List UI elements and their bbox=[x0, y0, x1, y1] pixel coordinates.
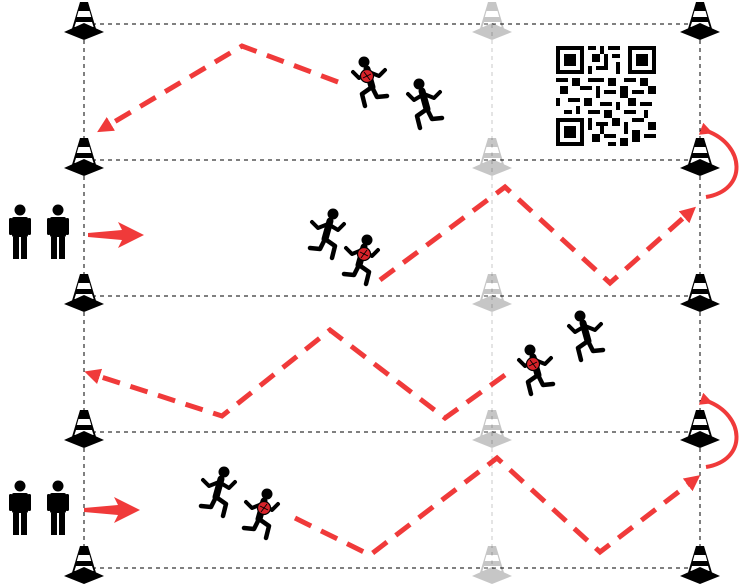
running-person-with-ball-icon bbox=[344, 235, 378, 285]
faded-cone-icon bbox=[472, 410, 512, 448]
standing-person-icon bbox=[9, 204, 31, 259]
run-paths bbox=[84, 43, 701, 558]
running-person-icon bbox=[569, 311, 603, 361]
faded-cone-icon bbox=[472, 2, 512, 40]
waiting-players bbox=[9, 204, 69, 535]
qr-code-icon bbox=[556, 46, 656, 146]
run-path-lane-2 bbox=[378, 183, 696, 287]
traffic-cone-icon bbox=[680, 138, 720, 176]
running-person-with-ball-icon bbox=[519, 345, 553, 395]
traffic-cone-icon bbox=[680, 274, 720, 312]
faded-cone-icon bbox=[472, 546, 512, 584]
faded-cone-icon bbox=[472, 138, 512, 176]
lane-lines bbox=[84, 23, 700, 569]
traffic-cone-icon bbox=[64, 410, 104, 448]
traffic-cone-icon bbox=[64, 274, 104, 312]
entry-arrows bbox=[84, 222, 144, 523]
traffic-cone-icon bbox=[680, 546, 720, 584]
traffic-cone-icon bbox=[64, 2, 104, 40]
traffic-cone-icon bbox=[680, 2, 720, 40]
turn-arrow-lower bbox=[698, 392, 739, 469]
run-path-lane-3 bbox=[84, 326, 507, 422]
standing-person-icon bbox=[9, 480, 31, 535]
running-person-with-ball-icon bbox=[353, 57, 387, 107]
standing-person-icon bbox=[47, 480, 69, 535]
running-person-icon bbox=[310, 209, 344, 259]
running-person-icon bbox=[201, 467, 235, 517]
entry-arrow-lower bbox=[84, 497, 140, 523]
standing-person-icon bbox=[47, 204, 69, 259]
faded-cone-icon bbox=[472, 274, 512, 312]
turn-arrows bbox=[698, 122, 739, 469]
run-path-lane-4 bbox=[293, 454, 701, 558]
traffic-cone-icon bbox=[64, 546, 104, 584]
running-person-with-ball-icon bbox=[244, 489, 278, 539]
traffic-cone-icon bbox=[680, 410, 720, 448]
running-person-icon bbox=[408, 79, 442, 129]
entry-arrow-upper bbox=[88, 222, 144, 248]
traffic-cone-icon bbox=[64, 138, 104, 176]
runners bbox=[201, 57, 603, 539]
run-path-lane-1 bbox=[97, 43, 339, 133]
turn-arrow-upper bbox=[698, 122, 739, 199]
